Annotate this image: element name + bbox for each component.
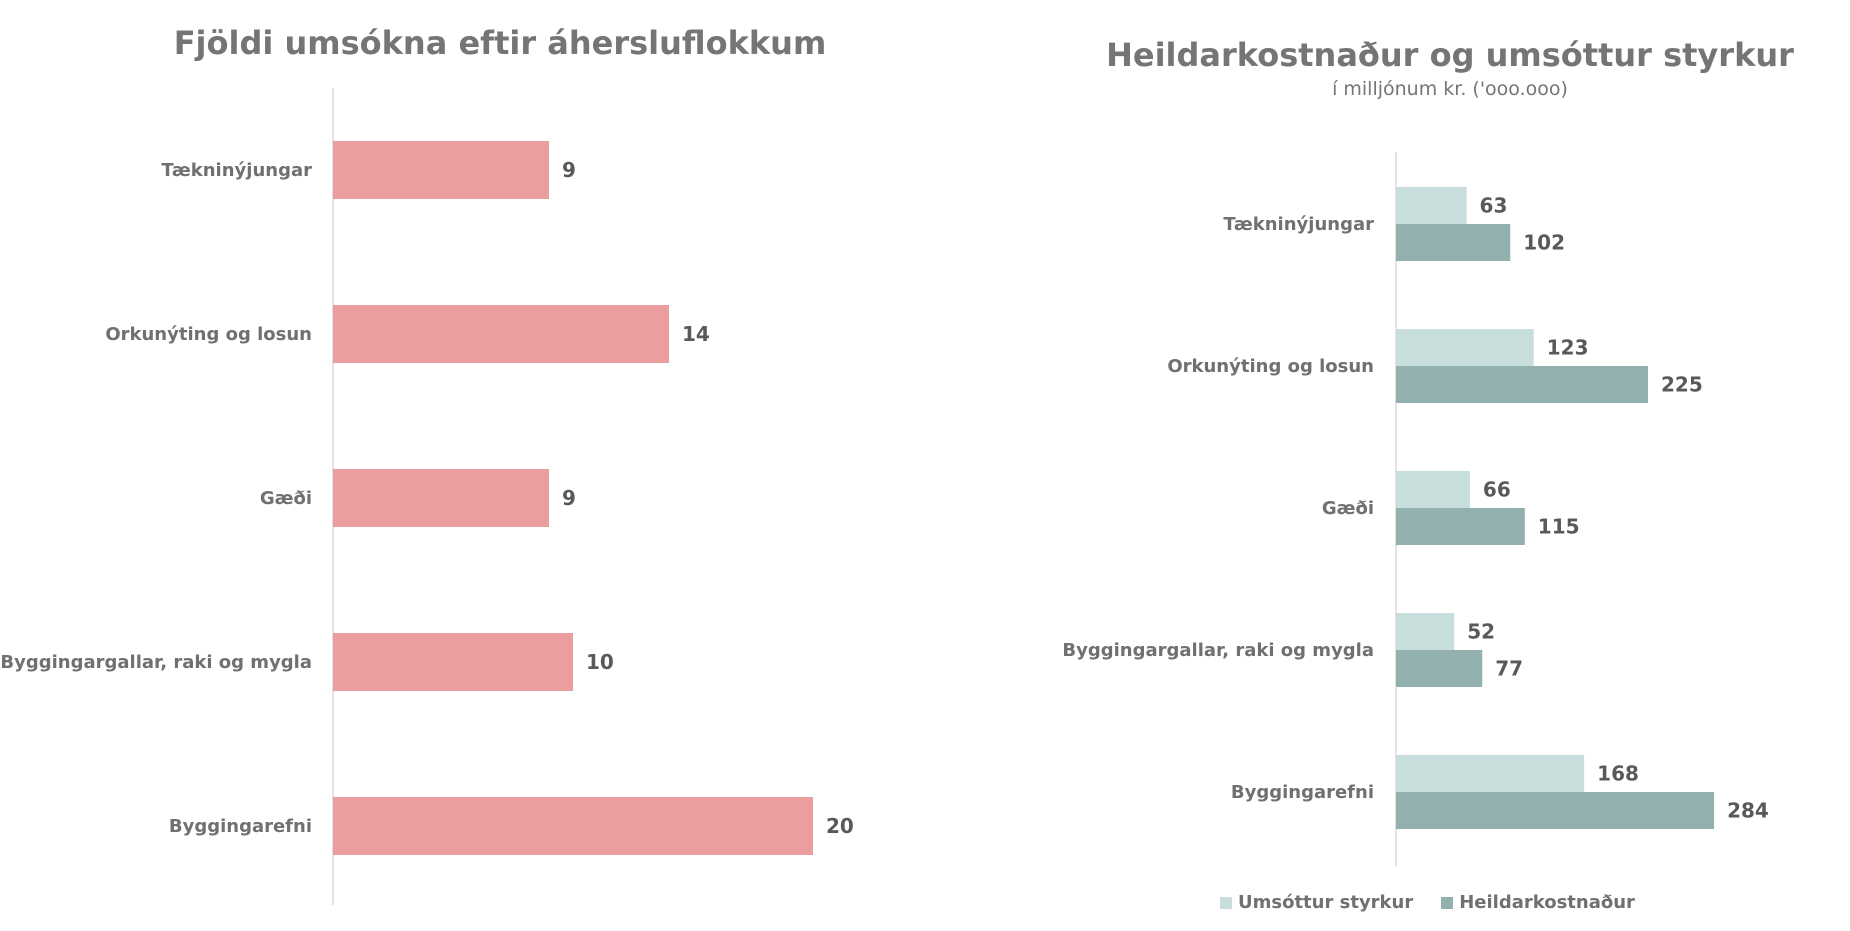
bar-umsottur-styrkur <box>1396 187 1467 224</box>
data-label: 20 <box>826 814 854 838</box>
data-label: 52 <box>1467 620 1495 644</box>
chart-plot-area: Tækninýjungar 9 Orkunýting og losun 14 Gæði 9… <box>0 88 854 905</box>
legend-swatch <box>1441 896 1454 909</box>
data-label: 9 <box>562 158 576 182</box>
bar-umsottur-styrkur <box>1396 613 1455 650</box>
bar <box>333 141 549 199</box>
chart-legend: Umsóttur styrkur Heildarkostnaður <box>1220 892 1635 913</box>
chart-title: Fjöldi umsókna eftir áhersluflokkum <box>173 24 827 62</box>
bar-heildarkostnadur <box>1396 650 1483 687</box>
data-label: 10 <box>586 650 614 674</box>
data-label: 77 <box>1495 657 1523 681</box>
category-label: Byggingarefni <box>1231 782 1374 803</box>
category-label: Gæði <box>260 488 312 509</box>
chart-title: Heildarkostnaður og umsóttur styrkur <box>1106 36 1794 74</box>
data-label: 225 <box>1661 373 1703 397</box>
bar-umsottur-styrkur <box>1396 329 1534 366</box>
category-label: Orkunýting og losun <box>1167 356 1374 377</box>
bar <box>333 797 813 855</box>
legend-swatch <box>1220 896 1232 909</box>
bar-heildarkostnadur <box>1396 508 1525 545</box>
category-label: Tækninýjungar <box>161 160 312 181</box>
data-label: 284 <box>1727 799 1769 823</box>
data-label: 63 <box>1480 194 1508 218</box>
bar-heildarkostnadur <box>1396 224 1511 261</box>
chart-cost-and-grant: Heildarkostnaður og umsóttur styrkur í m… <box>1050 0 1850 931</box>
bar-umsottur-styrkur <box>1396 755 1585 792</box>
bar-umsottur-styrkur <box>1396 471 1470 508</box>
category-label: Gæði <box>1322 498 1374 519</box>
bar-heildarkostnadur <box>1396 366 1648 403</box>
bar <box>333 305 669 363</box>
category-label: Byggingarefni <box>169 816 312 837</box>
legend-label: Heildarkostnaður <box>1459 892 1635 913</box>
bar <box>333 469 549 527</box>
chart-applications-by-category: Fjöldi umsókna eftir áhersluflokkum Tækn… <box>0 24 854 905</box>
data-label: 14 <box>682 322 710 346</box>
category-label: Orkunýting og losun <box>105 324 312 345</box>
legend-label: Umsóttur styrkur <box>1238 892 1414 913</box>
legend-item: Heildarkostnaður <box>1441 892 1635 913</box>
data-label: 123 <box>1547 336 1589 360</box>
chart-subtitle: í milljónum kr. ('ooo.ooo) <box>1332 78 1568 100</box>
category-label: Byggingargallar, raki og mygla <box>0 652 312 673</box>
data-label: 102 <box>1523 231 1565 255</box>
legend-item: Umsóttur styrkur <box>1220 892 1413 913</box>
bar-heildarkostnadur <box>1396 792 1715 829</box>
category-label: Byggingargallar, raki og mygla <box>1062 640 1374 661</box>
chart-plot-area: 63 102 Tækninýjungar 123 225 Orkunýting og lo… <box>1062 152 1769 866</box>
category-label: Tækninýjungar <box>1223 214 1374 235</box>
data-label: 115 <box>1538 515 1580 539</box>
data-label: 168 <box>1597 762 1639 786</box>
data-label: 9 <box>562 486 576 510</box>
data-label: 66 <box>1483 478 1511 502</box>
bar <box>333 633 573 691</box>
